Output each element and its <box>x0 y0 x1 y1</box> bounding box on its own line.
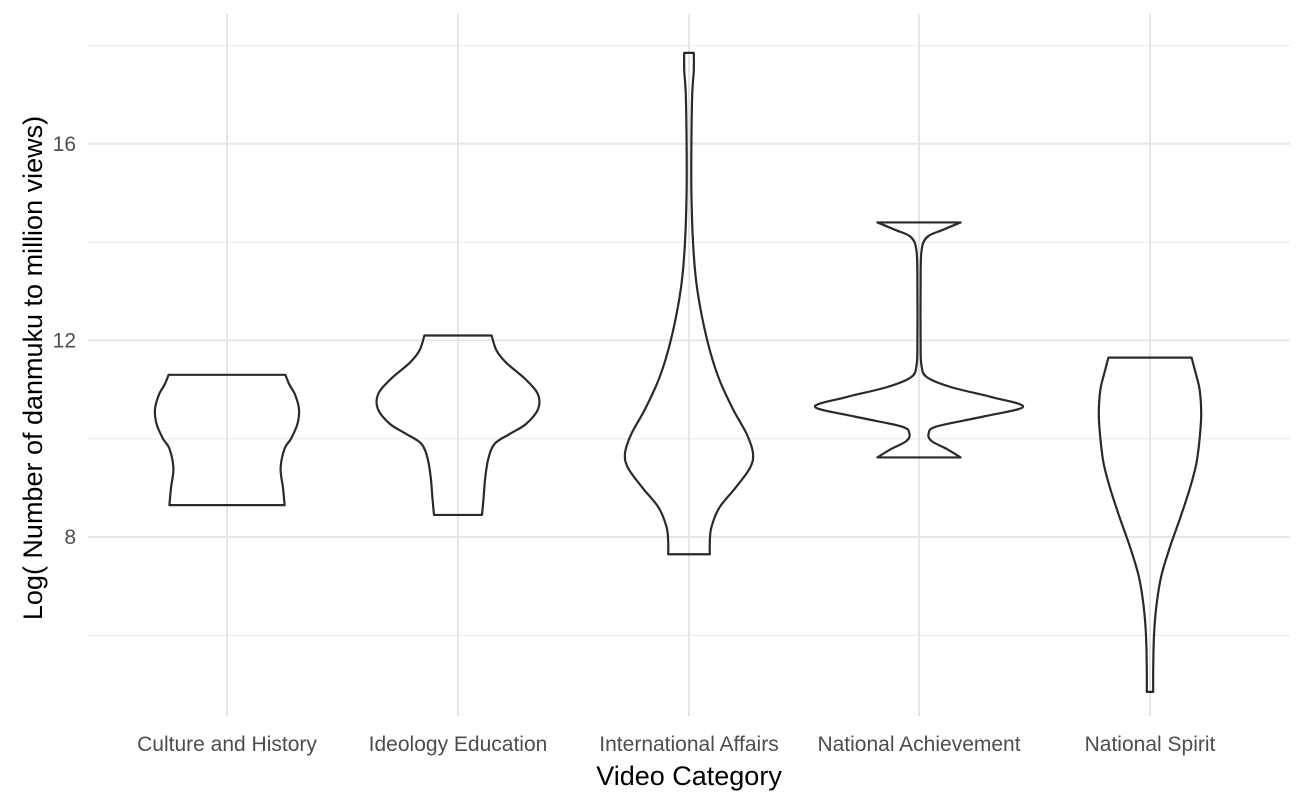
x-tick-label: International Affairs <box>599 733 778 756</box>
x-tick-label: National Spirit <box>1085 733 1216 756</box>
violin-international-affairs <box>623 51 755 556</box>
x-tick-label: Ideology Education <box>369 733 548 756</box>
x-tick-labels: Culture and History Ideology Education Int… <box>137 733 1215 756</box>
violin-national-achievement <box>813 221 1025 459</box>
y-tick-label: 12 <box>53 329 76 352</box>
violin-ideology-education <box>375 334 541 517</box>
x-tick-label: Culture and History <box>137 733 317 756</box>
x-axis-title: Video Category <box>596 761 782 791</box>
x-tick-label: National Achievement <box>817 733 1020 756</box>
y-tick-label: 8 <box>64 526 76 549</box>
grid-lines <box>88 14 1290 716</box>
y-tick-label: 16 <box>53 133 76 156</box>
violin-national-spirit <box>1097 356 1203 694</box>
violin-culture-and-history <box>153 373 301 507</box>
violins <box>153 51 1203 694</box>
y-axis-title: Log( Number of danmuku to million views) <box>18 116 48 620</box>
y-tick-labels: 8 12 16 <box>53 133 76 549</box>
